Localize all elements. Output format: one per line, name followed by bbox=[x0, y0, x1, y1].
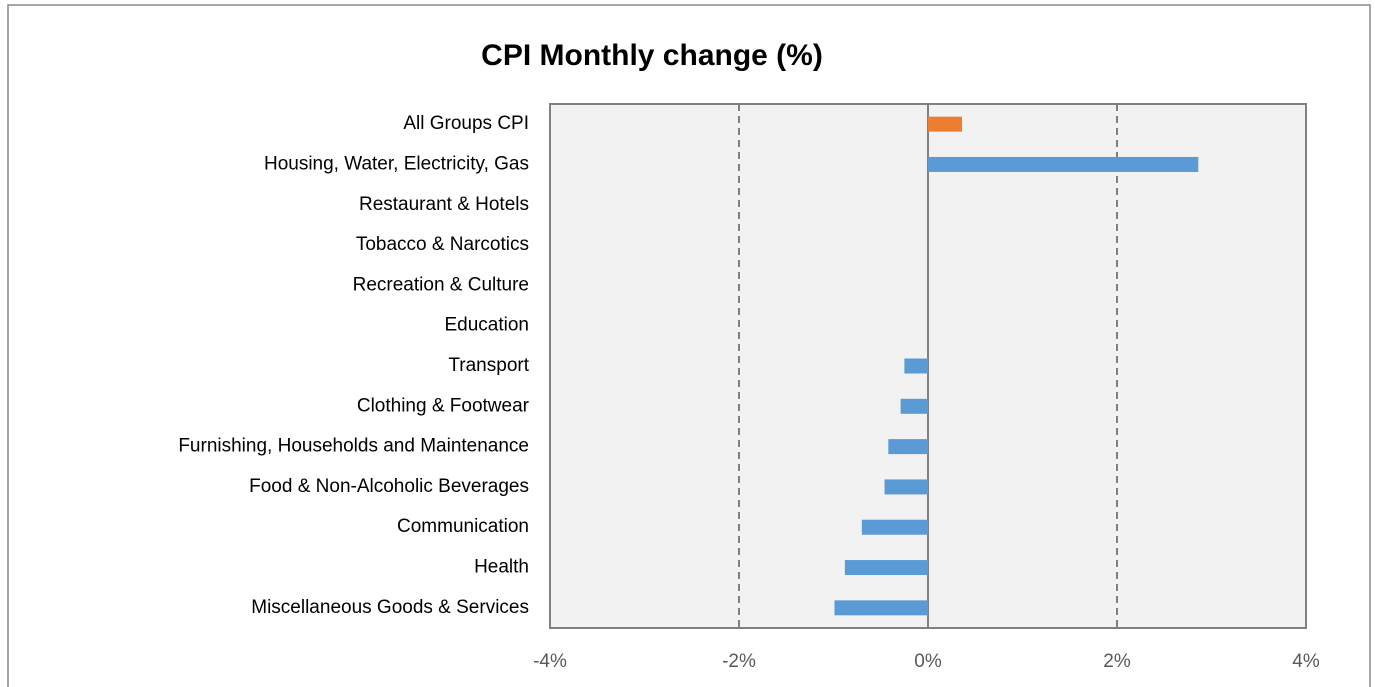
y-tick-label: All Groups CPI bbox=[403, 113, 529, 134]
y-tick-label: Housing, Water, Electricity, Gas bbox=[264, 153, 529, 174]
y-tick-label: Furnishing, Households and Maintenance bbox=[178, 436, 529, 457]
bar bbox=[904, 358, 928, 374]
bar bbox=[928, 116, 963, 132]
bar bbox=[844, 560, 928, 576]
plot-border bbox=[549, 103, 1307, 629]
x-tick-label: -2% bbox=[722, 651, 756, 672]
y-tick-label: Health bbox=[474, 557, 529, 578]
y-tick-label: Transport bbox=[448, 355, 529, 376]
x-tick-label: 2% bbox=[1103, 651, 1131, 672]
x-tick-label: -4% bbox=[533, 651, 567, 672]
x-tick-label: 4% bbox=[1292, 651, 1320, 672]
bar bbox=[900, 398, 928, 414]
bar bbox=[834, 600, 928, 616]
y-tick-label: Food & Non-Alcoholic Beverages bbox=[249, 476, 529, 497]
y-tick-label: Education bbox=[444, 315, 529, 336]
y-tick-label: Recreation & Culture bbox=[353, 274, 529, 295]
y-tick-label: Restaurant & Hotels bbox=[359, 194, 529, 215]
y-tick-label: Miscellaneous Goods & Services bbox=[251, 597, 529, 618]
chart-title: CPI Monthly change (%) bbox=[481, 39, 823, 72]
y-tick-label: Clothing & Footwear bbox=[357, 395, 530, 416]
bar bbox=[884, 479, 928, 495]
y-tick-label: Communication bbox=[397, 516, 529, 537]
bar bbox=[928, 156, 1199, 172]
bar bbox=[861, 519, 928, 535]
y-tick-label: Tobacco & Narcotics bbox=[356, 234, 529, 255]
x-tick-label: 0% bbox=[914, 651, 942, 672]
bar bbox=[888, 439, 928, 455]
